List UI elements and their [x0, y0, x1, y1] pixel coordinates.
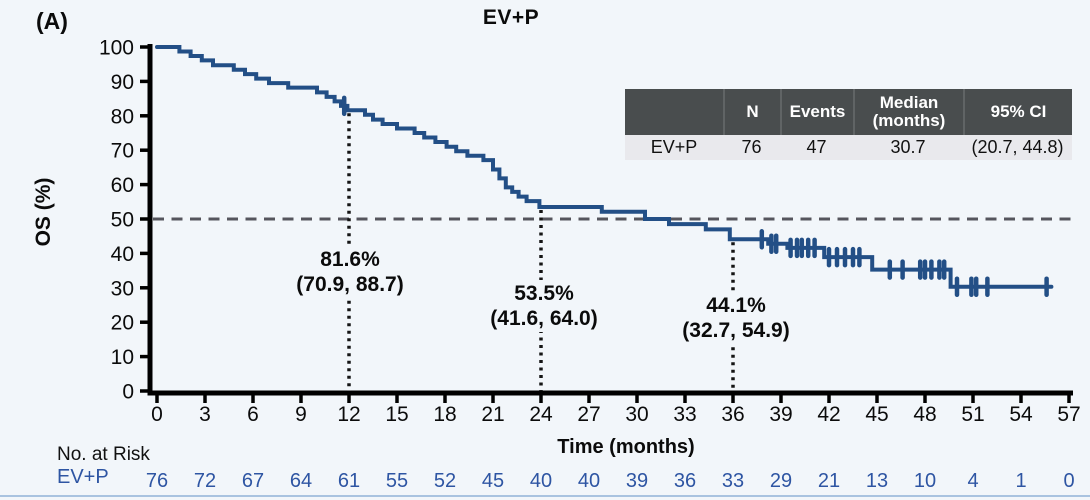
y-axis-title: OS (%): [32, 177, 55, 247]
landmark-annotation-24mo: 53.5% (41.6, 64.0): [484, 280, 604, 332]
landmark-pct: 81.6%: [320, 248, 380, 271]
at-risk-value: 40: [530, 470, 552, 492]
summary-table-header-n: N: [723, 89, 780, 135]
x-tick-label: 3: [199, 403, 211, 426]
at-risk-value: 64: [290, 470, 312, 492]
at-risk-value: 72: [194, 470, 216, 492]
at-risk-value: 29: [770, 470, 792, 492]
y-tick-label: 40: [111, 243, 134, 266]
x-tick-label: 12: [337, 403, 360, 426]
summary-table-header-median: Median (months): [853, 89, 963, 135]
landmark-annotation-36mo: 44.1% (32.7, 54.9): [676, 292, 796, 344]
at-risk-value: 52: [434, 470, 456, 492]
summary-table: N Events Median (months) 95% CI EV+P 76 …: [625, 89, 1072, 160]
x-tick-label: 18: [433, 403, 456, 426]
y-tick-label: 0: [122, 381, 134, 404]
at-risk-value: 36: [674, 470, 696, 492]
y-tick-label: 20: [111, 312, 134, 335]
at-risk-value: 33: [722, 470, 744, 492]
x-tick-label: 54: [1009, 403, 1033, 426]
y-tick-label: 10: [111, 346, 134, 369]
landmark-ci: (70.9, 88.7): [296, 273, 404, 296]
summary-table-cell-n: 76: [741, 137, 762, 158]
at-risk-value: 10: [914, 470, 936, 492]
y-tick-label: 100: [99, 37, 134, 60]
x-tick-label: 51: [961, 403, 984, 426]
x-tick-label: 36: [721, 403, 744, 426]
landmark-ci: (32.7, 54.9): [682, 319, 790, 342]
no-at-risk-label: No. at Risk: [57, 444, 150, 465]
summary-table-header-row: N Events Median (months) 95% CI: [625, 89, 1072, 135]
at-risk-value: 1: [1015, 470, 1026, 492]
at-risk-value: 40: [578, 470, 600, 492]
summary-table-cell-ci: (20.7, 44.8): [971, 137, 1064, 158]
summary-table-cell-arm: EV+P: [650, 137, 698, 158]
bottom-rule: [0, 495, 1090, 497]
summary-table-header-ci: 95% CI: [963, 89, 1072, 135]
summary-table-cell-median: 30.7: [890, 137, 926, 158]
landmark-pct: 53.5%: [514, 282, 574, 305]
at-risk-row-label: EV+P: [57, 466, 109, 488]
x-tick-label: 9: [295, 403, 307, 426]
chart-title: EV+P: [482, 6, 540, 29]
x-tick-label: 42: [817, 403, 840, 426]
y-tick-label: 70: [111, 140, 134, 163]
x-tick-label: 33: [673, 403, 696, 426]
landmark-annotation-12mo: 81.6% (70.9, 88.7): [290, 246, 410, 298]
summary-table-cell-events: 47: [806, 137, 827, 158]
at-risk-value: 13: [866, 470, 888, 492]
y-tick-label: 60: [111, 174, 134, 197]
x-tick-label: 0: [151, 403, 163, 426]
y-tick-label: 80: [111, 105, 134, 128]
y-tick-label: 50: [111, 209, 134, 232]
x-tick-label: 21: [481, 403, 504, 426]
x-tick-label: 48: [913, 403, 936, 426]
summary-table-header-empty: [625, 89, 723, 135]
at-risk-value: 4: [967, 470, 978, 492]
summary-table-header-events: Events: [780, 89, 853, 135]
at-risk-value: 55: [386, 470, 408, 492]
landmark-ci: (41.6, 64.0): [490, 307, 598, 330]
at-risk-value: 76: [146, 470, 168, 492]
landmark-pct: 44.1%: [706, 294, 766, 317]
x-tick-label: 27: [577, 403, 600, 426]
x-tick-label: 45: [865, 403, 888, 426]
at-risk-value: 45: [482, 470, 504, 492]
x-tick-label: 6: [247, 403, 259, 426]
x-tick-label: 57: [1057, 403, 1080, 426]
y-tick-label: 90: [111, 71, 134, 94]
y-tick-label: 30: [111, 277, 134, 300]
summary-table-data-row: EV+P 76 47 30.7 (20.7, 44.8): [625, 135, 1072, 160]
x-tick-label: 15: [385, 403, 408, 426]
at-risk-value: 0: [1063, 470, 1074, 492]
at-risk-value: 21: [818, 470, 840, 492]
at-risk-value: 67: [242, 470, 264, 492]
x-axis-title: Time (months): [557, 436, 695, 458]
at-risk-value: 39: [626, 470, 648, 492]
km-curve-EV+P: [155, 45, 1054, 289]
x-tick-label: 24: [529, 403, 553, 426]
at-risk-value: 61: [338, 470, 360, 492]
x-tick-label: 30: [625, 403, 648, 426]
panel-label: (A): [36, 8, 68, 34]
x-tick-label: 39: [769, 403, 792, 426]
